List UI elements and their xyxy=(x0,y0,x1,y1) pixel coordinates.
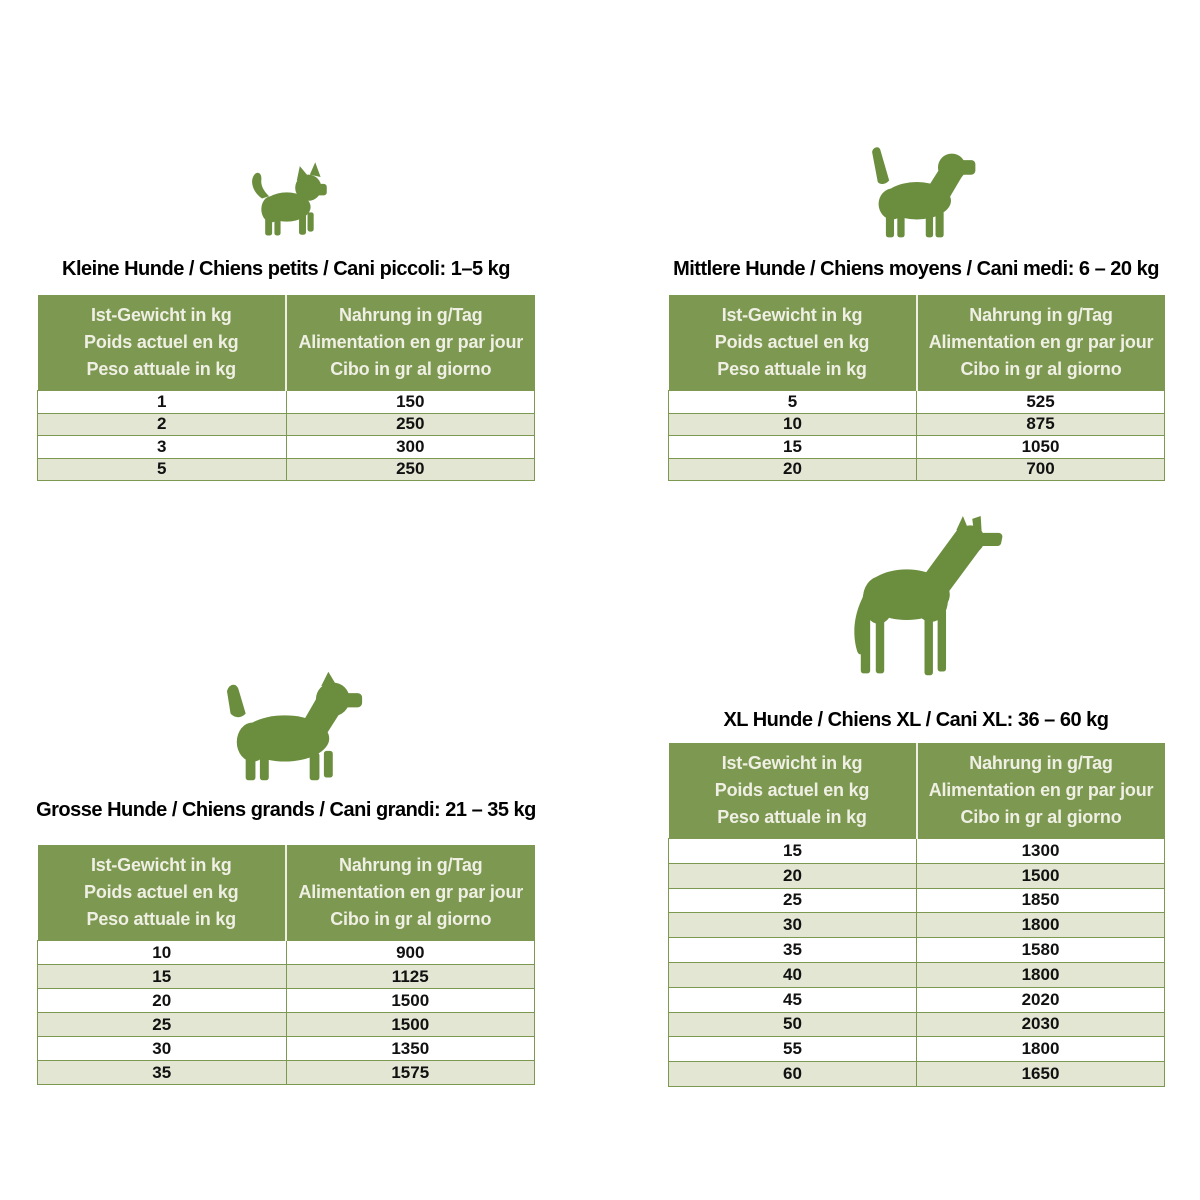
table-row: 20 1500 xyxy=(37,988,535,1013)
header-row: Ist-Gewicht in kg Poids actuel en kg Pes… xyxy=(37,845,535,941)
weight-cell: 20 xyxy=(668,862,917,889)
food-column-header: Nahrung in g/Tag Alimentation en gr par … xyxy=(285,295,535,391)
food-cell: 1500 xyxy=(285,988,535,1013)
weight-column-header: Ist-Gewicht in kg Poids actuel en kg Pes… xyxy=(668,295,917,391)
weight-cell: 3 xyxy=(37,435,287,459)
weight-cell: 35 xyxy=(668,937,917,963)
small-dog-icon xyxy=(245,160,330,237)
table-row: 55 1800 xyxy=(668,1036,1165,1063)
table-row: 10 900 xyxy=(37,940,535,965)
table-row: 50 2030 xyxy=(668,1011,1165,1038)
weight-cell: 20 xyxy=(668,457,917,481)
food-column-header: Nahrung in g/Tag Alimentation en gr par … xyxy=(915,295,1165,391)
food-cell: 1500 xyxy=(916,862,1165,889)
table-row: 15 1125 xyxy=(37,964,535,989)
table-row: 3 300 xyxy=(37,435,535,459)
weight-column-header: Ist-Gewicht in kg Poids actuel en kg Pes… xyxy=(37,845,286,941)
food-cell: 900 xyxy=(285,940,535,965)
section-title-xl: XL Hunde / Chiens XL / Cani XL: 36 – 60 … xyxy=(723,709,1109,731)
food-cell: 1650 xyxy=(916,1061,1165,1087)
feeding-table-xl: Ist-Gewicht in kg Poids actuel en kg Pes… xyxy=(668,743,1165,1087)
weight-cell: 30 xyxy=(37,1036,287,1061)
weight-cell: 15 xyxy=(37,964,287,989)
beagle-dog-icon xyxy=(855,142,977,240)
table-row: 5 525 xyxy=(668,390,1165,414)
weight-cell: 20 xyxy=(37,988,287,1013)
food-column-header: Nahrung in g/Tag Alimentation en gr par … xyxy=(285,845,535,941)
table-row: 35 1580 xyxy=(668,937,1165,963)
weight-cell: 15 xyxy=(668,838,917,864)
xl-dog-icon xyxy=(828,516,1006,680)
weight-cell: 35 xyxy=(37,1060,287,1085)
food-cell: 2030 xyxy=(916,1011,1165,1038)
food-cell: 1575 xyxy=(285,1060,535,1085)
section-title-large: Grosse Hunde / Chiens grands / Cani gran… xyxy=(36,799,536,821)
table-row: 20 700 xyxy=(668,457,1165,481)
table-row: 45 2020 xyxy=(668,986,1165,1013)
weight-column-header: Ist-Gewicht in kg Poids actuel en kg Pes… xyxy=(37,295,286,391)
food-cell: 1500 xyxy=(285,1012,535,1037)
weight-cell: 5 xyxy=(668,390,917,414)
food-cell: 1800 xyxy=(916,961,1165,988)
header-row: Ist-Gewicht in kg Poids actuel en kg Pes… xyxy=(668,295,1165,391)
weight-cell: 60 xyxy=(668,1061,917,1087)
weight-cell: 50 xyxy=(668,1011,917,1038)
feeding-table-large: Ist-Gewicht in kg Poids actuel en kg Pes… xyxy=(37,845,535,1085)
feeding-table-small: Ist-Gewicht in kg Poids actuel en kg Pes… xyxy=(37,295,535,481)
food-cell: 250 xyxy=(285,457,535,481)
weight-cell: 1 xyxy=(37,390,287,414)
food-column-header: Nahrung in g/Tag Alimentation en gr par … xyxy=(915,743,1165,839)
table-row: 25 1850 xyxy=(668,887,1165,914)
food-cell: 1300 xyxy=(916,838,1165,864)
weight-cell: 2 xyxy=(37,412,287,436)
food-cell: 1125 xyxy=(285,964,535,989)
table-row: 40 1800 xyxy=(668,961,1165,988)
weight-cell: 25 xyxy=(668,887,917,914)
table-row: 35 1575 xyxy=(37,1060,535,1085)
weight-cell: 30 xyxy=(668,912,917,939)
weight-cell: 55 xyxy=(668,1036,917,1063)
table-row: 25 1500 xyxy=(37,1012,535,1037)
food-cell: 700 xyxy=(916,457,1165,481)
feeding-table-medium: Ist-Gewicht in kg Poids actuel en kg Pes… xyxy=(668,295,1165,481)
table-row: 20 1500 xyxy=(668,862,1165,889)
food-cell: 1350 xyxy=(285,1036,535,1061)
food-cell: 250 xyxy=(285,412,535,436)
table-row: 10 875 xyxy=(668,412,1165,436)
food-cell: 1050 xyxy=(916,435,1165,459)
weight-cell: 15 xyxy=(668,435,917,459)
section-title-medium: Mittlere Hunde / Chiens moyens / Cani me… xyxy=(673,258,1159,280)
food-cell: 150 xyxy=(285,390,535,414)
food-cell: 1850 xyxy=(916,887,1165,914)
table-row: 30 1800 xyxy=(668,912,1165,939)
weight-cell: 25 xyxy=(37,1012,287,1037)
weight-cell: 40 xyxy=(668,961,917,988)
food-cell: 1800 xyxy=(916,912,1165,939)
header-row: Ist-Gewicht in kg Poids actuel en kg Pes… xyxy=(37,295,535,391)
header-row: Ist-Gewicht in kg Poids actuel en kg Pes… xyxy=(668,743,1165,839)
table-row: 1 150 xyxy=(37,390,535,414)
food-cell: 300 xyxy=(285,435,535,459)
food-cell: 875 xyxy=(916,412,1165,436)
weight-column-header: Ist-Gewicht in kg Poids actuel en kg Pes… xyxy=(668,743,917,839)
food-cell: 2020 xyxy=(916,986,1165,1013)
weight-cell: 10 xyxy=(668,412,917,436)
food-cell: 1800 xyxy=(916,1036,1165,1063)
large-dog-icon xyxy=(203,662,363,782)
weight-cell: 45 xyxy=(668,986,917,1013)
food-cell: 1580 xyxy=(916,937,1165,963)
section-title-small: Kleine Hunde / Chiens petits / Cani picc… xyxy=(62,258,510,280)
table-row: 15 1300 xyxy=(668,838,1165,864)
table-row: 15 1050 xyxy=(668,435,1165,459)
table-row: 5 250 xyxy=(37,457,535,481)
table-row: 60 1650 xyxy=(668,1061,1165,1087)
weight-cell: 10 xyxy=(37,940,287,965)
table-row: 2 250 xyxy=(37,412,535,436)
food-cell: 525 xyxy=(916,390,1165,414)
weight-cell: 5 xyxy=(37,457,287,481)
table-row: 30 1350 xyxy=(37,1036,535,1061)
